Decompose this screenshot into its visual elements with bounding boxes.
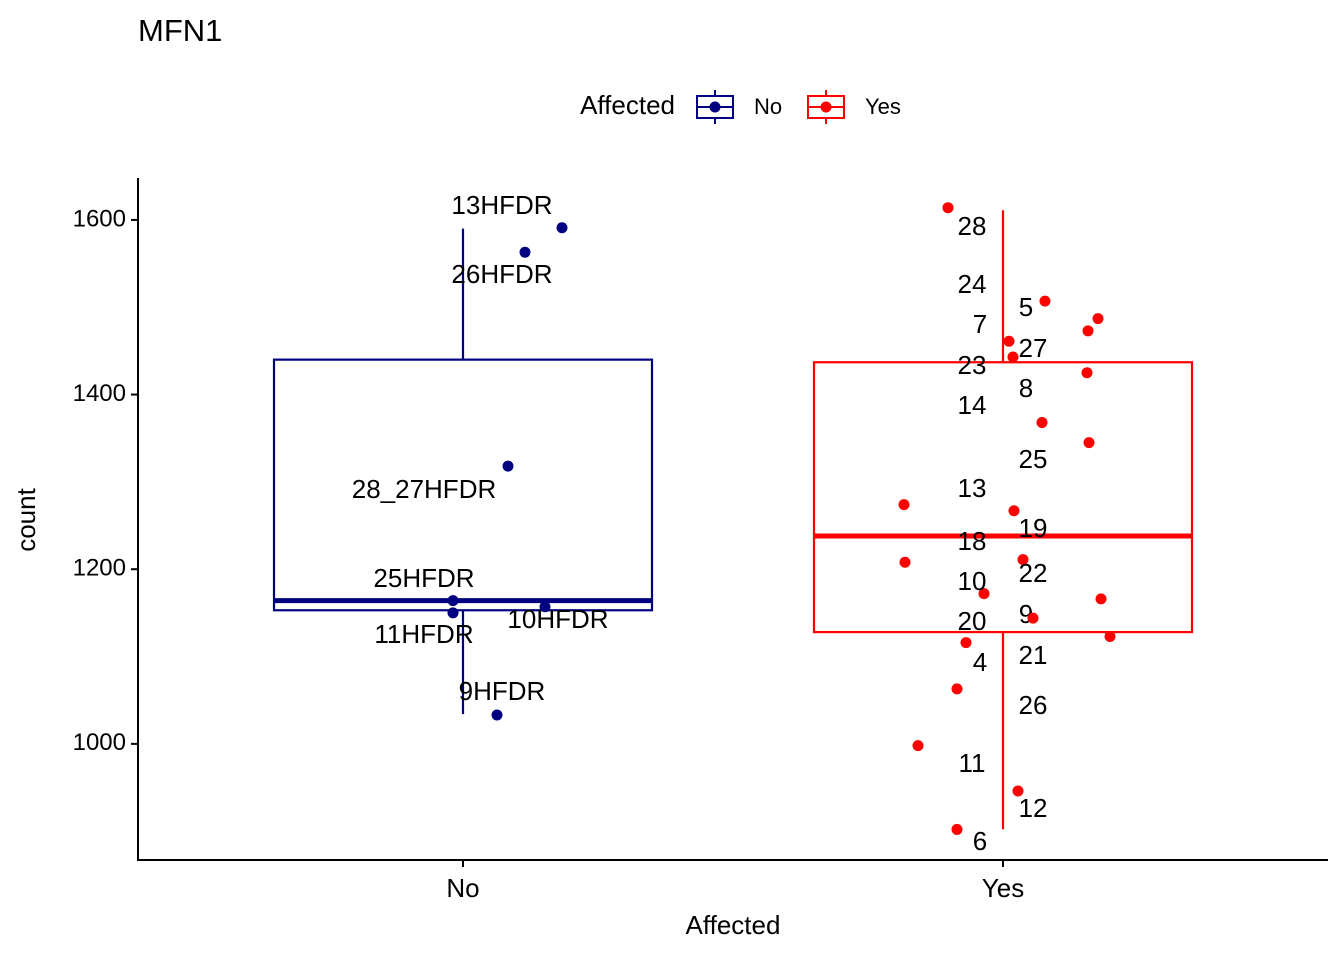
point-label: 18 <box>958 526 987 556</box>
point-label: 11HFDR <box>374 619 473 649</box>
legend-key-point <box>709 101 721 113</box>
point <box>539 601 551 613</box>
point <box>1012 785 1024 797</box>
x-axis-title: Affected <box>686 910 781 940</box>
point <box>1036 417 1048 429</box>
point <box>951 823 963 835</box>
y-tick-label: 1200 <box>73 555 126 582</box>
box <box>812 361 1194 634</box>
point-label: 26HFDR <box>451 259 552 289</box>
point <box>519 246 531 258</box>
y-tick-label: 1400 <box>73 380 126 407</box>
point-label: 7 <box>973 309 987 339</box>
point <box>447 595 459 607</box>
point-label: 14 <box>958 390 987 420</box>
y-tick-label: 1000 <box>73 729 126 756</box>
point <box>960 637 972 649</box>
point <box>978 588 990 600</box>
point-label: 11 <box>959 748 986 778</box>
point-label: 26 <box>1019 690 1048 720</box>
point <box>1082 325 1094 337</box>
point-label: 8 <box>1019 373 1033 403</box>
point-label: 13HFDR <box>451 190 552 220</box>
point <box>1095 593 1107 605</box>
point <box>1039 295 1051 307</box>
point-label: 4 <box>973 647 987 677</box>
chart-title: MFN1 <box>138 13 222 48</box>
point <box>1017 554 1029 566</box>
point <box>556 222 568 234</box>
point-label: 24 <box>958 269 987 299</box>
legend-key-point <box>820 101 832 113</box>
point-label: 25 <box>1019 444 1048 474</box>
point <box>1083 437 1095 449</box>
point <box>942 202 954 214</box>
point <box>899 556 911 568</box>
point <box>912 740 924 752</box>
box <box>272 358 654 612</box>
y-tick-label: 1600 <box>73 205 126 232</box>
point-label: 9HFDR <box>459 676 546 706</box>
point <box>491 709 503 721</box>
point-label: 10HFDR <box>507 604 608 634</box>
legend-label: No <box>754 94 782 119</box>
point-label: 5 <box>1019 292 1033 322</box>
point <box>1104 630 1116 642</box>
point-label: 20 <box>958 606 987 636</box>
point-label: 23 <box>958 350 987 380</box>
point-label: 13 <box>958 473 987 503</box>
point-label: 21 <box>1019 640 1048 670</box>
point-label: 25HFDR <box>373 563 474 593</box>
point <box>1008 505 1020 517</box>
point <box>447 607 459 619</box>
legend-label: Yes <box>865 94 901 119</box>
point-label: 28_27HFDR <box>352 474 497 504</box>
point-label: 19 <box>1019 513 1048 543</box>
x-tick-label: No <box>446 873 479 903</box>
point <box>1003 335 1015 347</box>
point <box>1092 313 1104 325</box>
point <box>951 683 963 695</box>
legend-title: Affected <box>580 90 675 120</box>
y-axis-title: count <box>11 487 41 551</box>
point <box>898 499 910 511</box>
point <box>1007 351 1019 363</box>
point <box>1027 612 1039 624</box>
point-label: 10 <box>958 566 987 596</box>
point-label: 28 <box>958 211 987 241</box>
point-label: 22 <box>1019 558 1048 588</box>
point-label: 6 <box>973 826 987 856</box>
point-label: 27 <box>1019 333 1048 363</box>
point <box>1081 367 1093 379</box>
x-tick-label: Yes <box>982 873 1024 903</box>
point-label: 12 <box>1019 793 1048 823</box>
point <box>502 460 514 472</box>
